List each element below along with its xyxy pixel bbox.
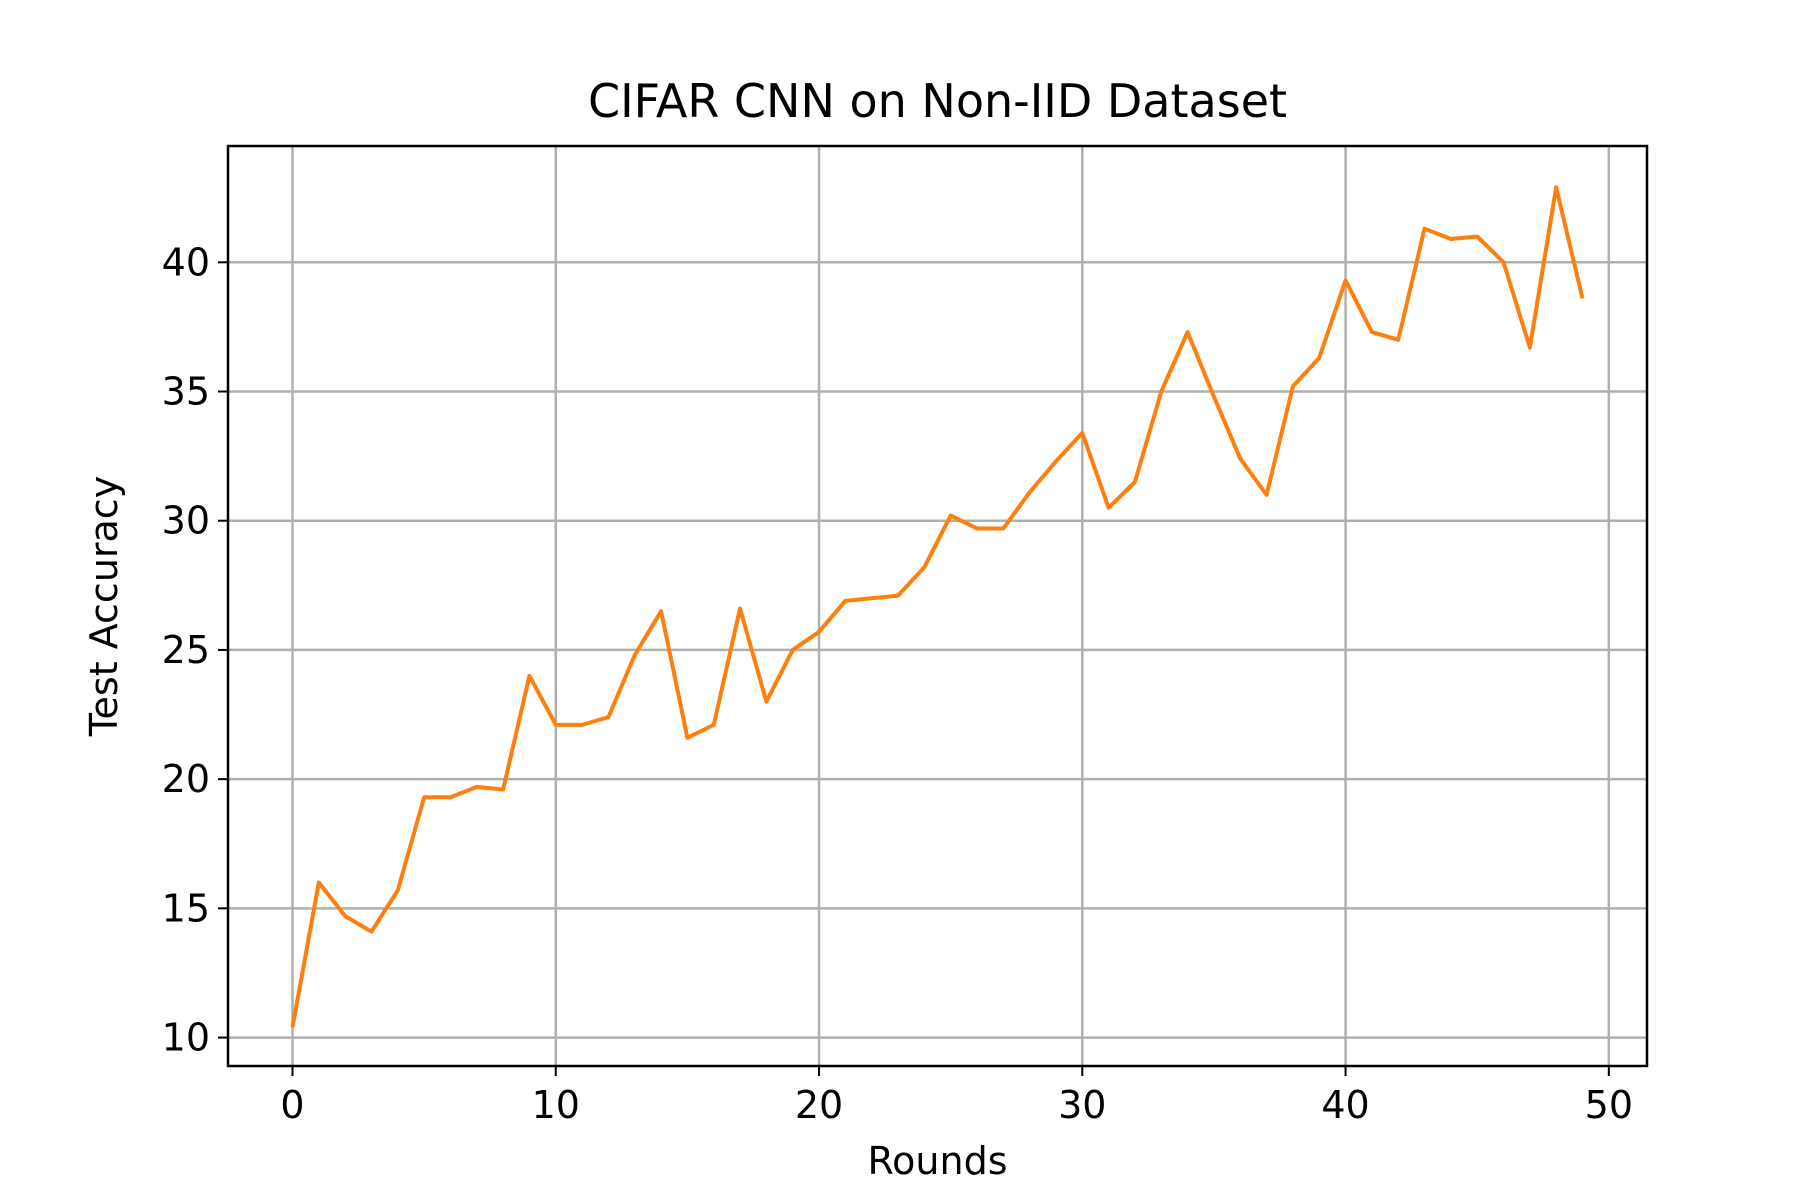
y-tick-label: 15 bbox=[162, 886, 210, 930]
y-tick-label: 20 bbox=[162, 757, 210, 801]
ticks: 0 10 20 30 40 50 10 15 20 25 30 35 40 bbox=[162, 240, 1633, 1127]
x-tick-label: 10 bbox=[532, 1083, 580, 1127]
y-tick-label: 35 bbox=[162, 370, 210, 414]
x-tick-label: 0 bbox=[280, 1083, 304, 1127]
x-axis-label: Rounds bbox=[867, 1139, 1007, 1183]
y-axis-label: Test Accuracy bbox=[82, 476, 126, 737]
y-tick-label: 10 bbox=[162, 1016, 210, 1060]
y-tick-label: 30 bbox=[162, 499, 210, 543]
x-tick-label: 30 bbox=[1058, 1083, 1106, 1127]
series-layer bbox=[290, 185, 1585, 1028]
x-tick-label: 40 bbox=[1321, 1083, 1369, 1127]
grid bbox=[228, 146, 1647, 1066]
series-line-0 bbox=[290, 185, 1585, 1028]
axes-frame bbox=[226, 144, 1649, 1068]
chart-title: CIFAR CNN on Non-IID Dataset bbox=[588, 74, 1287, 128]
x-tick-label: 50 bbox=[1585, 1083, 1633, 1127]
y-tick-label: 40 bbox=[162, 240, 210, 284]
x-tick-label: 20 bbox=[795, 1083, 843, 1127]
y-tick-label: 25 bbox=[162, 628, 210, 672]
